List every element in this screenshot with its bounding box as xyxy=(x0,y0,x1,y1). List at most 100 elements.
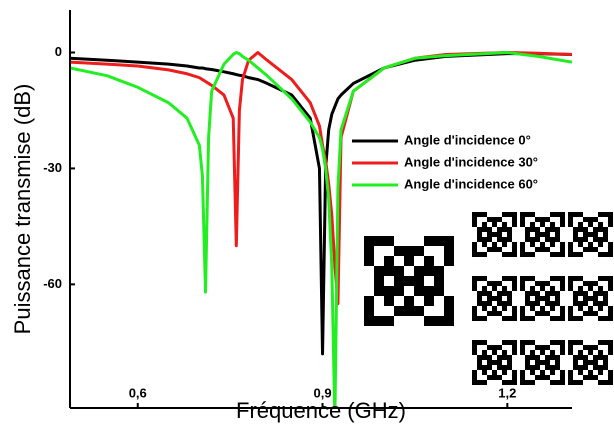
pattern-cell xyxy=(374,266,384,276)
pattern-cell xyxy=(535,217,540,222)
pattern-cell xyxy=(550,252,555,257)
pattern-cell xyxy=(535,291,540,296)
pattern-cell xyxy=(545,345,550,350)
pattern-cell xyxy=(540,217,545,222)
pattern-cell xyxy=(487,291,492,296)
pattern-cell xyxy=(545,296,550,301)
pattern-cell xyxy=(487,232,492,237)
pattern-cell xyxy=(588,345,593,350)
pattern-cell xyxy=(492,345,497,350)
pattern-cell xyxy=(414,246,424,256)
pattern-cell xyxy=(588,286,593,291)
pattern-cell xyxy=(512,217,517,222)
pattern-cell xyxy=(520,311,525,316)
pattern-cell xyxy=(603,252,608,257)
pattern-cell xyxy=(578,212,583,217)
pattern-cell xyxy=(507,212,512,217)
pattern-cell xyxy=(603,340,608,345)
pattern-cell xyxy=(568,370,573,375)
pattern-cell xyxy=(525,365,530,370)
pattern-cell xyxy=(404,246,414,256)
pattern-cell xyxy=(540,281,545,286)
pattern-cell xyxy=(578,237,583,242)
pattern-cell xyxy=(507,316,512,321)
pattern-cell xyxy=(545,237,550,242)
pattern-cell xyxy=(502,350,507,355)
pattern-cell xyxy=(502,365,507,370)
pattern-cell xyxy=(583,345,588,350)
pattern-cell xyxy=(492,370,497,375)
pattern-cell xyxy=(384,296,394,306)
pattern-cell xyxy=(603,360,608,365)
pattern-cell xyxy=(507,252,512,257)
pattern-cell xyxy=(414,266,424,276)
pattern-cell xyxy=(482,242,487,247)
pattern-cell xyxy=(598,316,603,321)
pattern-cell xyxy=(578,276,583,281)
pattern-cell xyxy=(588,222,593,227)
pattern-cell xyxy=(497,296,502,301)
pattern-cell xyxy=(535,311,540,316)
pattern-cell xyxy=(588,281,593,286)
pattern-cell xyxy=(578,252,583,257)
pattern-cell xyxy=(434,316,444,326)
pattern-cell xyxy=(472,370,477,375)
pattern-cell xyxy=(555,276,560,281)
pattern-cell xyxy=(482,316,487,321)
pattern-cell xyxy=(477,365,482,370)
pattern-cell xyxy=(507,227,512,232)
pattern-cell xyxy=(530,276,535,281)
pattern-cell xyxy=(477,212,482,217)
pattern-cell xyxy=(598,370,603,375)
pattern-cell xyxy=(525,316,530,321)
pattern-cell xyxy=(472,350,477,355)
pattern-cell xyxy=(530,227,535,232)
pattern-cell xyxy=(588,370,593,375)
pattern-cell xyxy=(583,217,588,222)
pattern-cell xyxy=(525,227,530,232)
pattern-cell xyxy=(535,237,540,242)
legend-label: Angle d'incidence 60° xyxy=(404,176,538,191)
pattern-cell xyxy=(555,380,560,385)
pattern-cell xyxy=(472,252,477,257)
pattern-cell xyxy=(578,227,583,232)
pattern-cell xyxy=(608,311,613,316)
pattern-cell xyxy=(512,375,517,380)
pattern-cell xyxy=(578,222,583,227)
pattern-cell xyxy=(578,380,583,385)
pattern-cell xyxy=(530,370,535,375)
pattern-cell xyxy=(477,301,482,306)
pattern-cell xyxy=(588,296,593,301)
pattern-cell xyxy=(588,360,593,365)
pattern-cell xyxy=(588,232,593,237)
pattern-cell xyxy=(487,247,492,252)
pattern-cell xyxy=(598,227,603,232)
pattern-cell xyxy=(497,247,502,252)
pattern-cell xyxy=(502,222,507,227)
pattern-cell xyxy=(603,276,608,281)
pattern-cell xyxy=(477,291,482,296)
pattern-cell xyxy=(550,237,555,242)
pattern-cell xyxy=(608,247,613,252)
pattern-cell xyxy=(560,340,565,345)
pattern-cell xyxy=(502,237,507,242)
pattern-cell xyxy=(482,252,487,257)
pattern-cell xyxy=(434,286,444,296)
pattern-cell xyxy=(568,311,573,316)
pattern-cell xyxy=(482,237,487,242)
pattern-cell xyxy=(583,227,588,232)
pattern-cell xyxy=(512,306,517,311)
pattern-cell xyxy=(512,350,517,355)
inset-pattern xyxy=(364,212,613,385)
pattern-cell xyxy=(555,360,560,365)
pattern-cell xyxy=(560,217,565,222)
pattern-cell xyxy=(507,360,512,365)
pattern-cell xyxy=(477,227,482,232)
pattern-cell xyxy=(472,212,477,217)
pattern-cell xyxy=(520,350,525,355)
pattern-cell xyxy=(525,252,530,257)
pattern-cell xyxy=(568,286,573,291)
pattern-cell xyxy=(545,311,550,316)
pattern-cell xyxy=(555,296,560,301)
pattern-cell xyxy=(472,217,477,222)
